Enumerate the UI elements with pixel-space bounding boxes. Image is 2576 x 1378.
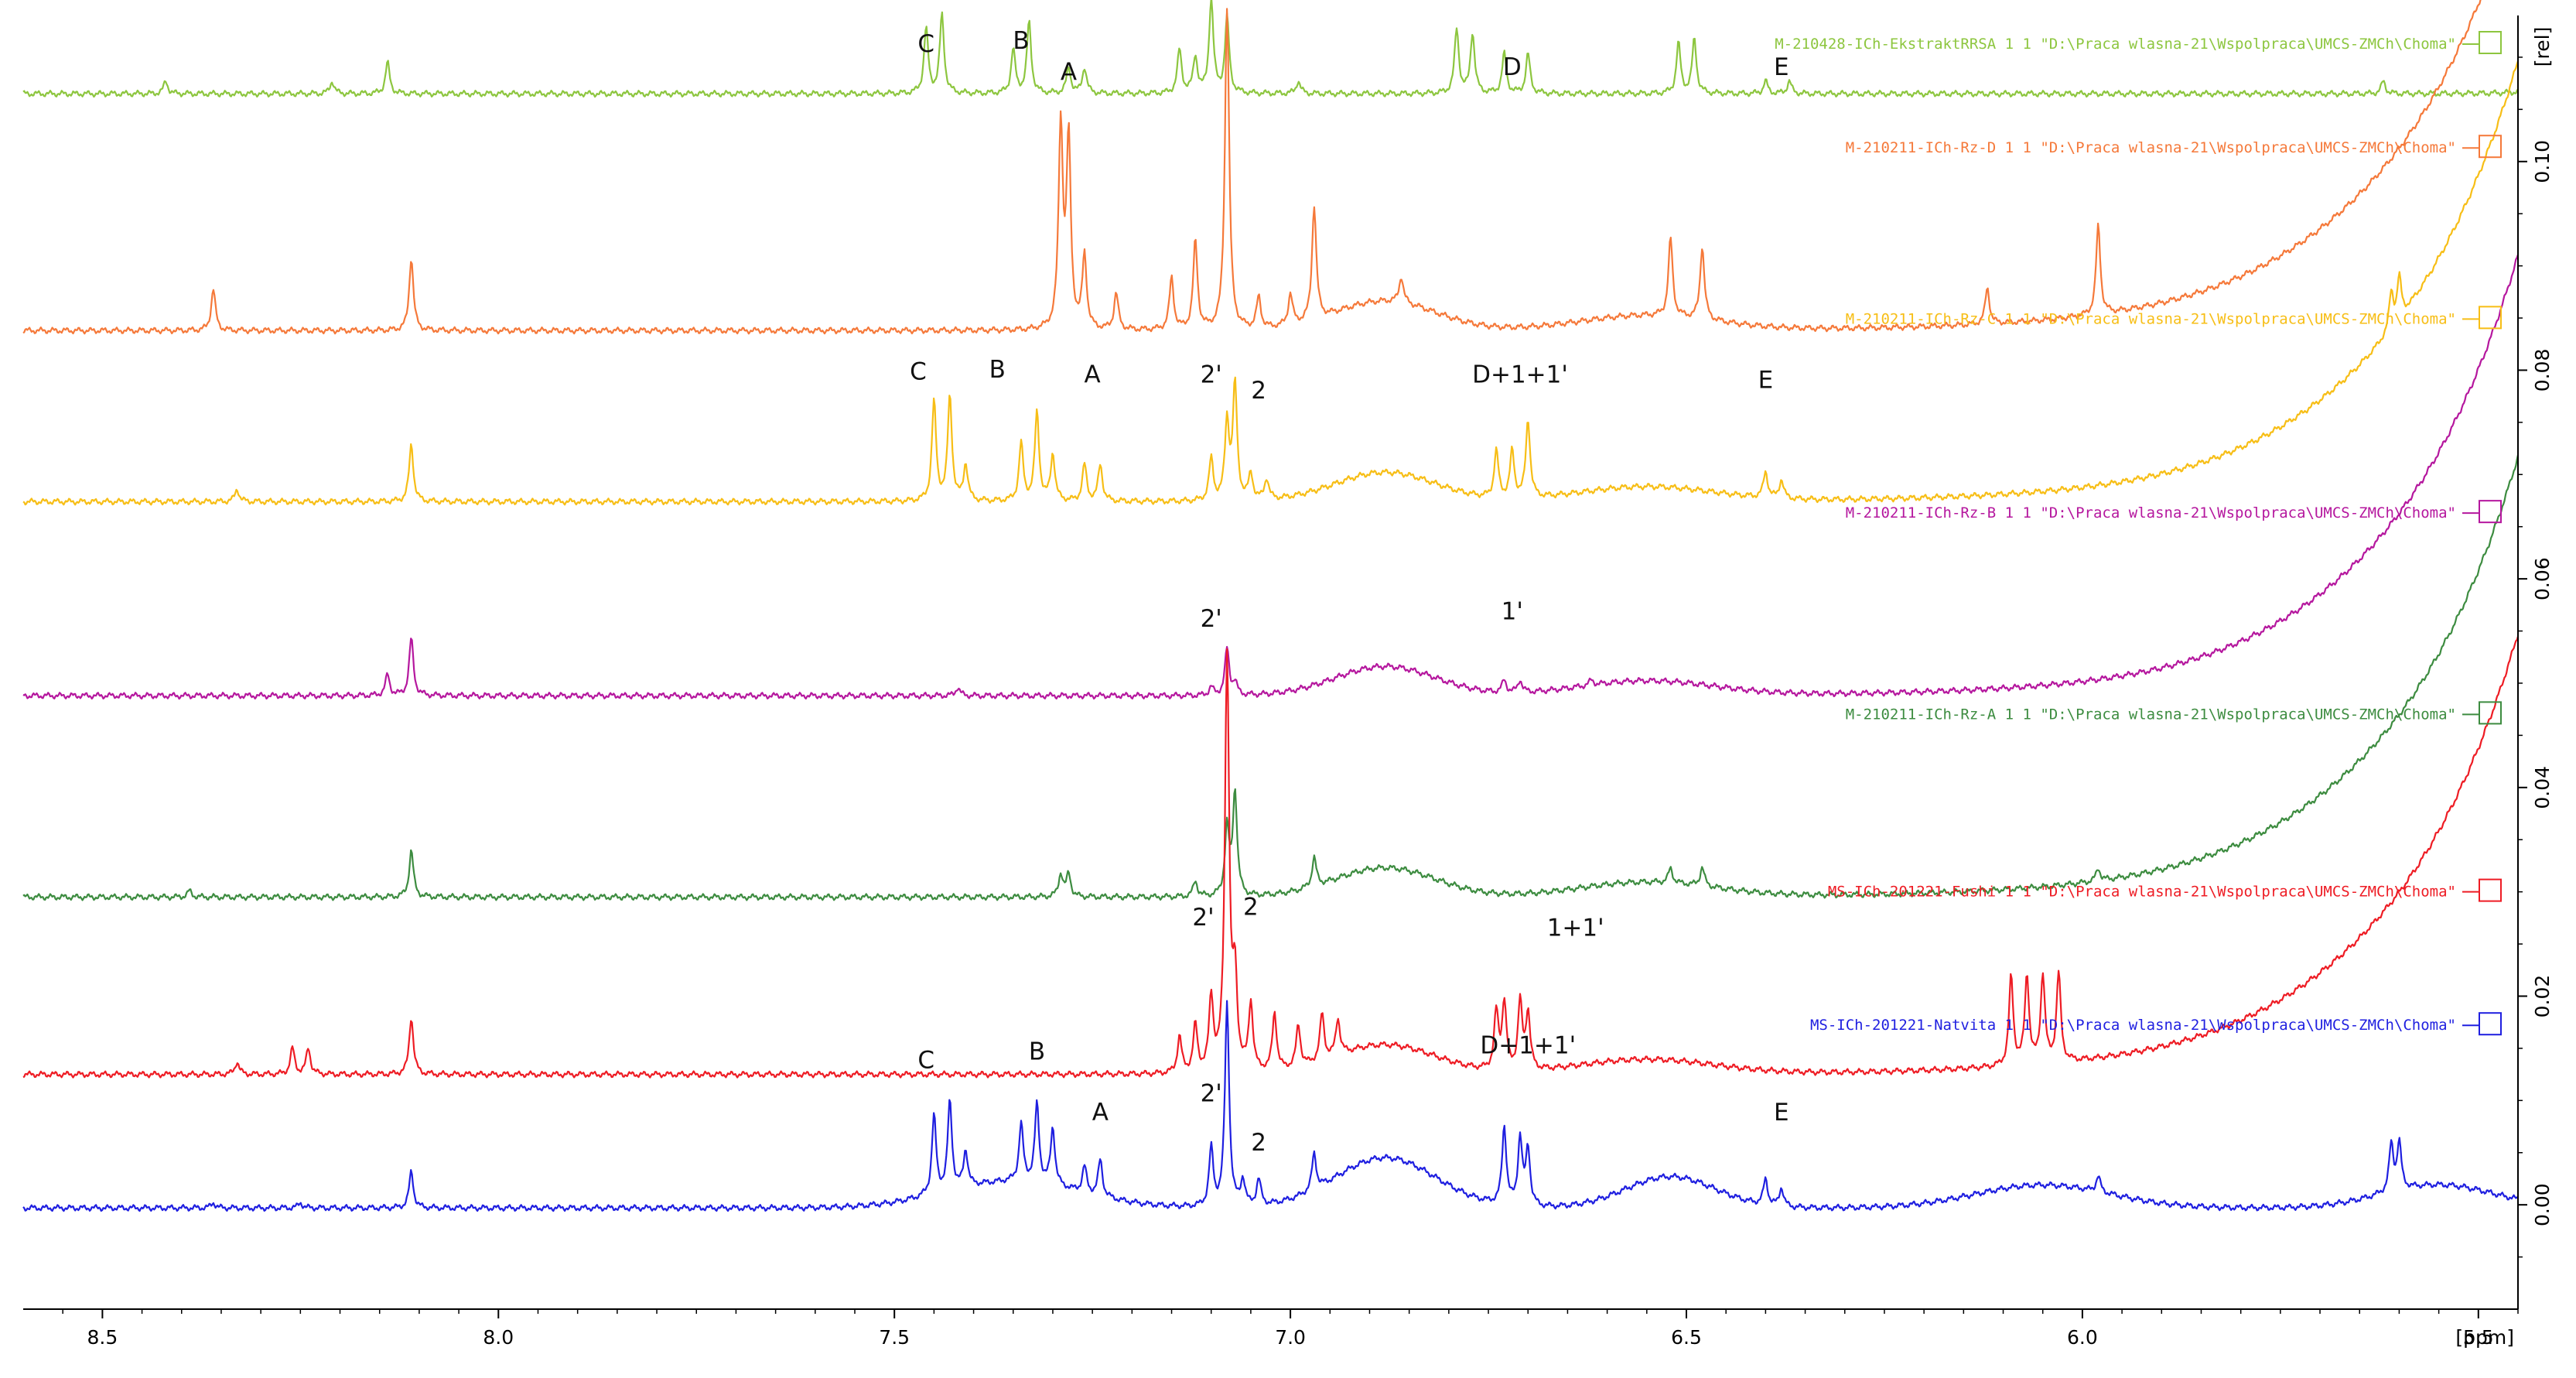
series-marker-box [2479,306,2502,330]
peak-annotations: C B A D E C B A 2' 2 D+1+1' E 2' 1' 2' 2 1+1' C B A 2' 2 D+1+1… [910,27,1789,1157]
y-tick-label: 0.06 [2531,557,2554,600]
x-tick-label: 7.5 [879,1326,910,1349]
series-marker-box [2479,135,2502,159]
peak-label: 2 [1251,377,1266,405]
series-title-markers [2462,31,2502,1036]
peak-label: B [989,356,1006,384]
series-title: M-210211-ICh-Rz-B 1 1 "D:\Praca wlasna-2… [1846,504,2456,521]
x-tick-label: 6.5 [1671,1326,1702,1349]
peak-label: E [1774,1099,1789,1127]
peak-label: D [1503,53,1522,81]
y-tick-label: 0.08 [2531,349,2554,392]
y-tick-label: 0.00 [2531,1183,2554,1226]
peak-label: 2 [1251,1129,1266,1157]
peak-label: 1' [1502,598,1523,626]
series-marker-box [2479,1012,2502,1036]
spectrum-traces [22,0,2520,1212]
y-tick-label: 0.04 [2531,766,2554,809]
x-tick-label: 6.0 [2067,1326,2098,1349]
peak-label: E [1758,366,1774,394]
spectrum-trace [22,60,2520,506]
series-title: M-210211-ICh-Rz-C 1 1 "D:\Praca wlasna-2… [1846,310,2456,327]
axes: 8.5 8.0 7.5 7.0 6.5 6.0 5.5 0.000.020.040.060.… [23,15,2554,1349]
y-tick-label: 0.02 [2531,975,2554,1018]
spectrum-trace [22,1000,2519,1212]
y-axis-unit-label: [rel] [2531,27,2554,67]
series-marker-box [2479,878,2502,902]
x-tick-label: 5.5 [2463,1326,2494,1349]
y-tick-label: 0.10 [2531,140,2554,183]
peak-label: C [917,1047,934,1075]
series-title: MS-ICh-201221-Fushi 1 1 "D:\Praca wlasna… [1828,884,2456,901]
peak-label: C [910,358,927,386]
series-titles: M-210428-ICh-EkstraktRRSA 1 1 "D:\Praca … [1775,36,2456,1034]
spectrum-trace [22,0,2519,98]
peak-label: E [1774,53,1789,81]
y-axis-ticks: 0.00 0.02 0.04 0.06 0.08 0.10 [2518,56,2554,1258]
peak-label: A [1092,1099,1109,1127]
series-title: M-210428-ICh-EkstraktRRSA 1 1 "D:\Praca … [1775,36,2456,53]
peak-label: 1+1' [1547,914,1604,942]
peak-label: B [1013,27,1029,55]
peak-label: A [1061,59,1077,87]
peak-label: C [917,30,934,58]
spectrum-trace [22,254,2520,700]
series-marker-box [2479,31,2502,54]
peak-label: 2' [1192,904,1214,932]
peak-label: 2' [1201,361,1222,389]
x-tick-label: 7.0 [1275,1326,1306,1349]
peak-label: 2' [1201,1080,1222,1108]
spectrum-trace [22,636,2520,1079]
x-tick-label: 8.5 [87,1326,118,1349]
spectrum-trace [22,0,2482,335]
peak-label: D+1+1' [1472,361,1568,389]
peak-label: A [1085,361,1101,389]
series-marker-box [2479,500,2502,524]
x-axis-unit-label: [ppm] [2455,1326,2514,1349]
peak-label: D+1+1' [1480,1032,1576,1060]
peak-label: 2' [1201,605,1222,633]
x-axis-ticks: 8.5 8.0 7.5 7.0 6.5 6.0 5.5 [62,1309,2519,1349]
series-title: M-210211-ICh-Rz-A 1 1 "D:\Praca wlasna-2… [1846,706,2456,723]
peak-label: 2 [1243,893,1259,921]
series-marker-box [2479,701,2502,725]
x-tick-label: 8.0 [483,1326,514,1349]
series-title: MS-ICh-201221-Natvita 1 1 "D:\Praca wlas… [1810,1017,2456,1034]
peak-label: B [1029,1038,1045,1066]
spectrum-trace [22,454,2520,901]
series-title: M-210211-ICh-Rz-D 1 1 "D:\Praca wlasna-2… [1846,139,2456,156]
